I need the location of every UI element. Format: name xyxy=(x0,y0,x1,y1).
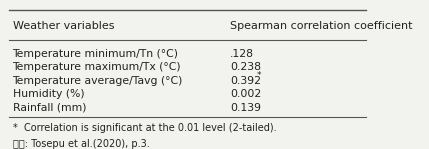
Text: 자료: Tosepu et al.(2020), p.3.: 자료: Tosepu et al.(2020), p.3. xyxy=(12,139,149,149)
Text: Humidity (%): Humidity (%) xyxy=(12,89,84,99)
Text: Spearman correlation coefficient: Spearman correlation coefficient xyxy=(230,21,413,31)
Text: 0.238: 0.238 xyxy=(230,62,261,72)
Text: *  Correlation is significant at the 0.01 level (2-tailed).: * Correlation is significant at the 0.01… xyxy=(12,123,276,133)
Text: Temperature maximum/Tx (°C): Temperature maximum/Tx (°C) xyxy=(12,62,181,72)
Text: *: * xyxy=(257,71,262,80)
Text: Temperature average/Tavg (°C): Temperature average/Tavg (°C) xyxy=(12,76,183,86)
Text: Temperature minimum/Tn (°C): Temperature minimum/Tn (°C) xyxy=(12,49,178,59)
Text: 0.002: 0.002 xyxy=(230,89,261,99)
Text: 0.392: 0.392 xyxy=(230,76,261,86)
Text: 0.139: 0.139 xyxy=(230,103,261,113)
Text: Weather variables: Weather variables xyxy=(12,21,114,31)
Text: .128: .128 xyxy=(230,49,254,59)
Text: Rainfall (mm): Rainfall (mm) xyxy=(12,103,86,113)
